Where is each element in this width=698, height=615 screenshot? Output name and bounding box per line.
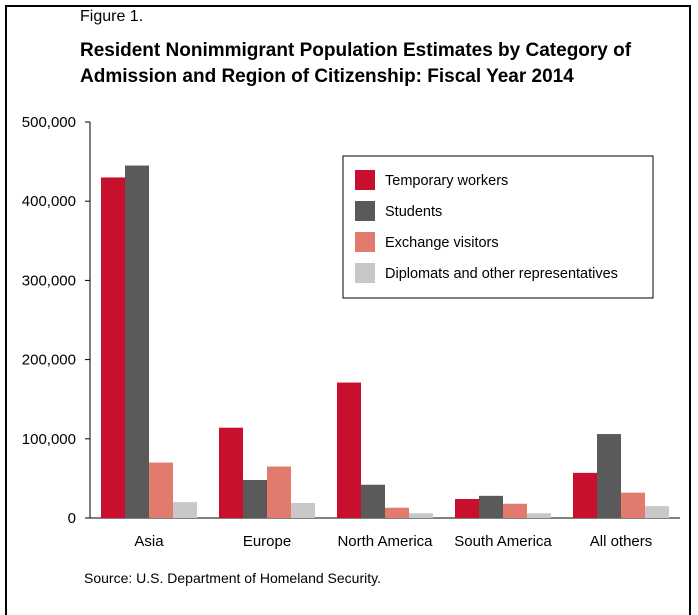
- bar-diplomats-and-other-representatives-north-america: [409, 513, 433, 518]
- bar-students-asia: [125, 165, 149, 518]
- x-tick-label: South America: [454, 533, 552, 550]
- chart-title: Resident Nonimmigrant Population Estimat…: [80, 40, 632, 87]
- bar-exchange-visitors-asia: [149, 462, 173, 518]
- bar-students-north-america: [361, 484, 385, 518]
- legend-box: [342, 155, 654, 299]
- figure-label: Figure 1.: [80, 8, 144, 25]
- x-tick-label: Asia: [134, 533, 164, 550]
- y-tick-label: 200,000: [22, 352, 76, 369]
- bar-temporary-workers-south-america: [455, 498, 479, 518]
- x-tick-label: Europe: [243, 533, 291, 550]
- bar-diplomats-and-other-representatives-europe: [291, 502, 315, 518]
- legend-swatch: [355, 263, 375, 283]
- bar-diplomats-and-other-representatives-south-america: [527, 513, 551, 518]
- bar-temporary-workers-asia: [101, 177, 125, 518]
- legend-label: Exchange visitors: [385, 235, 499, 251]
- legend-label: Students: [385, 204, 442, 220]
- legend-swatch: [355, 232, 375, 252]
- bar-exchange-visitors-europe: [267, 466, 291, 518]
- bar-exchange-visitors-south-america: [503, 503, 527, 518]
- x-tick-label: All others: [590, 533, 653, 550]
- bar-temporary-workers-all-others: [573, 472, 597, 518]
- y-tick-label: 400,000: [22, 193, 76, 210]
- bar-exchange-visitors-north-america: [385, 507, 409, 518]
- legend-swatch: [355, 201, 375, 221]
- y-tick-label: 500,000: [22, 114, 76, 131]
- bar-diplomats-and-other-representatives-all-others: [645, 506, 669, 518]
- bar-exchange-visitors-all-others: [621, 492, 645, 518]
- source-note: Source: U.S. Department of Homeland Secu…: [84, 570, 381, 586]
- bar-temporary-workers-north-america: [337, 382, 361, 518]
- y-tick-label: 300,000: [22, 272, 76, 289]
- bar-diplomats-and-other-representatives-asia: [173, 502, 197, 518]
- legend-label: Temporary workers: [385, 173, 508, 189]
- bar-students-all-others: [597, 434, 621, 518]
- bar-students-south-america: [479, 495, 503, 518]
- y-tick-label: 100,000: [22, 431, 76, 448]
- bar-chart: 500,000 400,000 300,000 200,000 100,000 0 Asia…: [22, 114, 680, 550]
- x-tick-label: North America: [337, 533, 433, 550]
- figure-frame: [5, 5, 691, 615]
- y-tick-label: 0: [68, 510, 76, 527]
- bar-students-europe: [243, 479, 267, 518]
- legend-swatch: [355, 170, 375, 190]
- legend-label: Diplomats and other representatives: [385, 266, 618, 282]
- bar-temporary-workers-europe: [219, 427, 243, 518]
